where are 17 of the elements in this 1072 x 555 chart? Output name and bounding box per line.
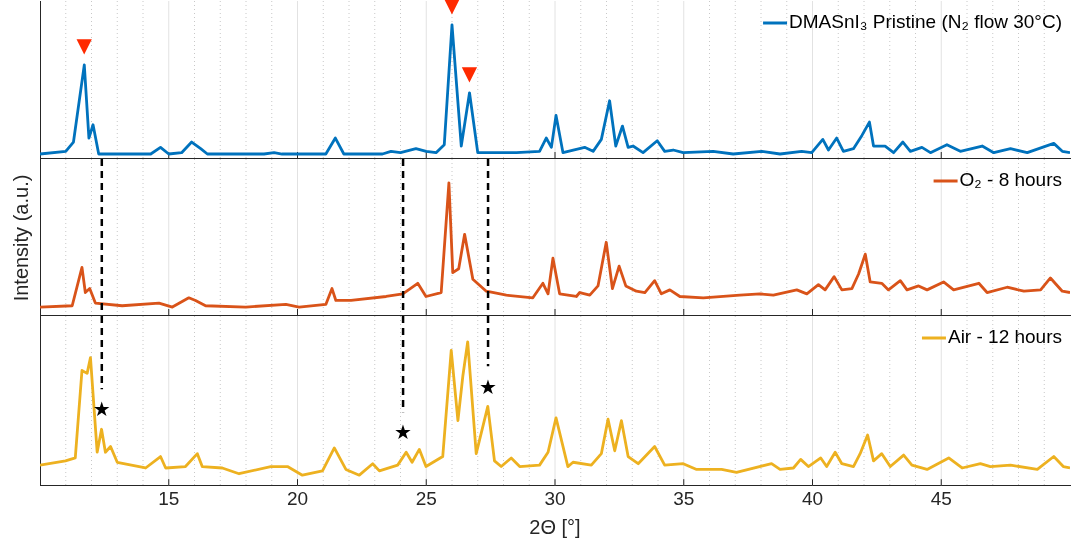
annotation: ★ <box>479 374 498 399</box>
annotation: ▼ <box>76 33 93 58</box>
legend-label: Air - 12 hours <box>947 326 1062 348</box>
x-tick-label: 20 <box>286 487 309 509</box>
annotation: ▼ <box>461 61 478 86</box>
x-tick-label: 30 <box>544 487 566 509</box>
legend-label: O₂ - 8 hours <box>959 169 1063 191</box>
annotation: ★ <box>394 420 413 445</box>
annotation: ▼ <box>444 0 461 18</box>
x-tick-label: 45 <box>930 487 952 509</box>
y-axis-title: Intensity (a.u.) <box>9 174 33 301</box>
x-tick-label: 35 <box>673 487 695 509</box>
x-tick-label: 40 <box>801 487 824 509</box>
x-axis-title: 2Θ [°] <box>529 515 581 538</box>
x-tick-label: 15 <box>158 487 180 509</box>
x-tick-label: 25 <box>415 487 437 509</box>
legend-label: DMASnI₃ Pristine (N₂ flow 30°C) <box>789 11 1063 33</box>
